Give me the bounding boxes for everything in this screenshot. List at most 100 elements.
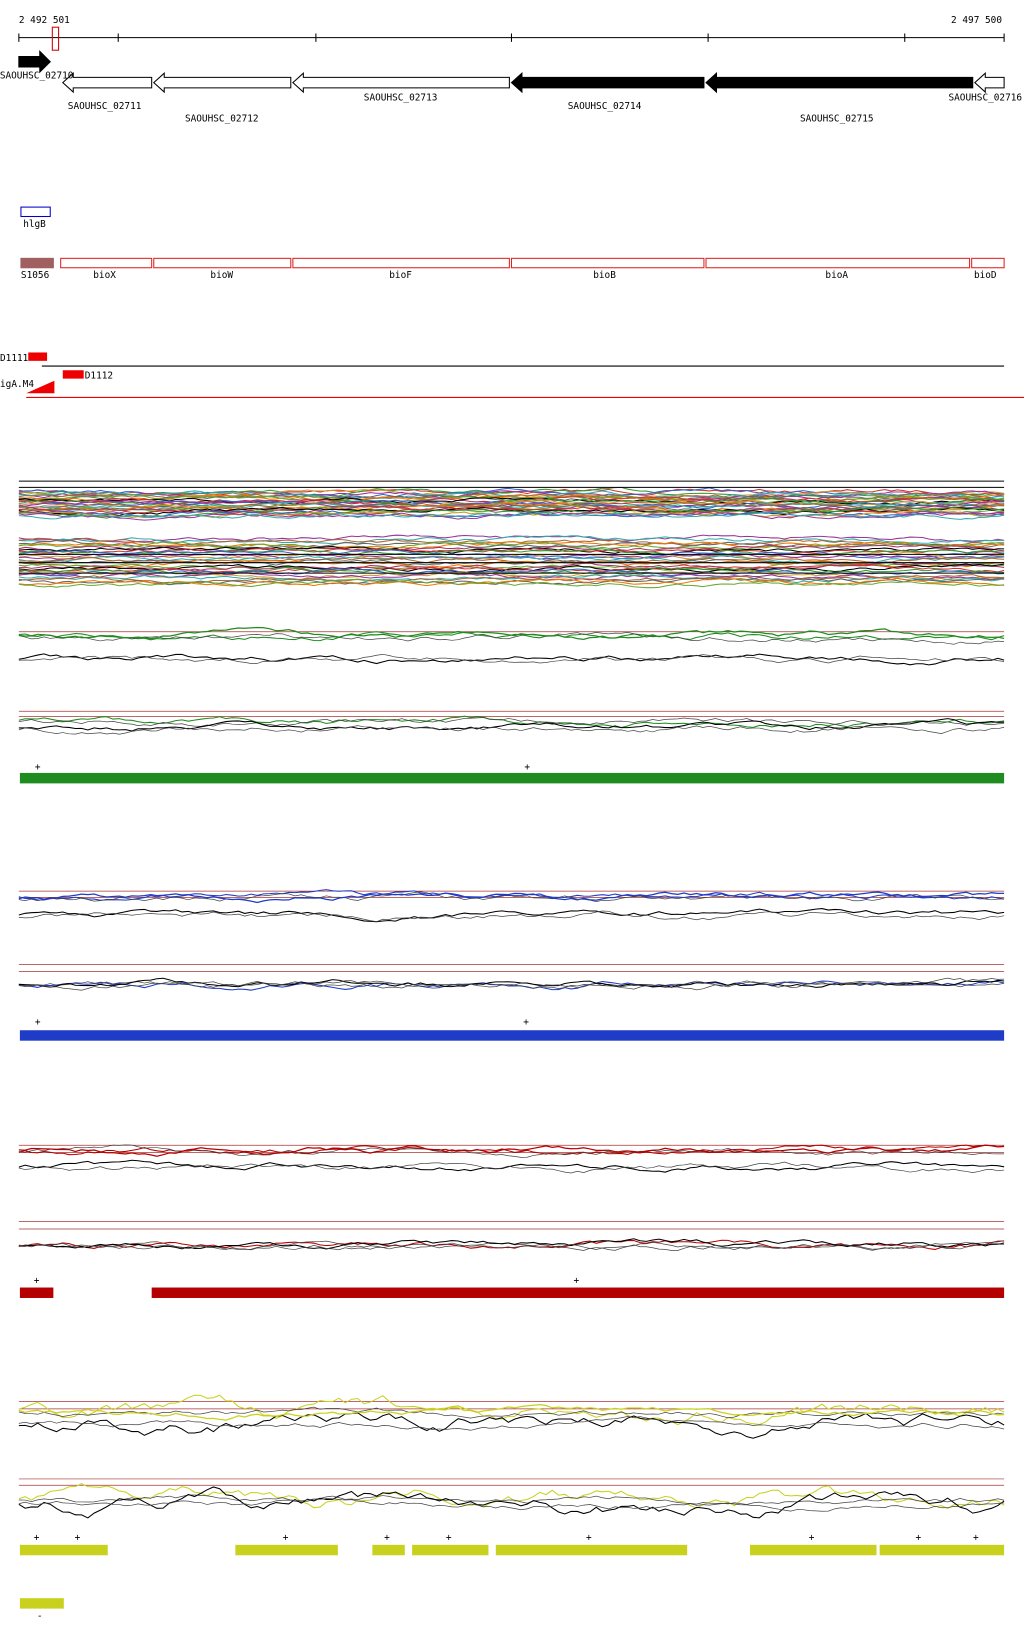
expression-line: [18, 505, 1005, 514]
expression-line: [18, 1483, 1005, 1510]
gene-arrows: [18, 49, 1005, 94]
regulator-label: D1111: [0, 353, 29, 364]
expression-line: [18, 541, 1005, 550]
expression-line: [18, 545, 1005, 556]
operon-label: bioW: [210, 270, 233, 281]
expression-line: [18, 1159, 1005, 1173]
segment-bar: [372, 1544, 405, 1556]
expression-line: [18, 910, 1005, 923]
gene-label: SAOUHSC_02711: [68, 101, 142, 112]
segment-bar: [19, 772, 1005, 784]
segment-bar: [19, 1287, 54, 1298]
operon-label: bioD: [974, 270, 997, 281]
expression-line: [18, 492, 1005, 503]
segment-bar: [19, 1030, 1005, 1041]
feature-box: [20, 206, 51, 218]
expression-line: [18, 1486, 1005, 1519]
expression-line: [18, 980, 1005, 991]
segment-bar: [749, 1544, 877, 1556]
expression-line: [18, 1394, 1005, 1426]
gene-label: SAOUHSC_02714: [568, 101, 642, 112]
strand-mark: +: [384, 1533, 390, 1544]
strand-mark: +: [524, 762, 530, 773]
regulator-label: igA.M4: [0, 379, 34, 390]
gene-label: SAOUHSC_02712: [185, 113, 259, 124]
regulator-box: [62, 370, 84, 379]
expression-line: [18, 1404, 1005, 1421]
ruler-end: 2 497 500: [951, 15, 1002, 26]
expression-line: [18, 715, 1005, 729]
segment-bar: [235, 1544, 338, 1556]
expression-line: [18, 544, 1005, 553]
segment-bar: [19, 1544, 108, 1556]
strand-mark: +: [283, 1533, 289, 1544]
strand-mark: +: [573, 1275, 579, 1286]
segment-bar: [495, 1544, 688, 1556]
strand-mark: -: [37, 1611, 43, 1622]
expression-line: [18, 653, 1005, 666]
operon-label: S1056: [21, 270, 50, 281]
expression-line: [18, 1161, 1005, 1174]
cursor: [51, 26, 60, 51]
ruler: [18, 33, 1005, 42]
expression-line: [18, 506, 1005, 519]
strand-mark: +: [809, 1533, 815, 1544]
gene-label: SAOUHSC_02716: [948, 92, 1022, 103]
expression-line: [18, 891, 1005, 902]
expression-line: [18, 497, 1005, 507]
strand-mark: +: [35, 762, 41, 773]
expression-line: [18, 553, 1005, 560]
gene-label: SAOUHSC_02715: [800, 113, 874, 124]
gene-label: SAOUHSC_02713: [364, 92, 438, 103]
operon-label: bioA: [825, 270, 848, 281]
segment-bar: [879, 1544, 1005, 1556]
operon-label: bioB: [593, 270, 616, 281]
ruler-start: 2 492 501: [19, 15, 70, 26]
expression-line: [18, 653, 1005, 664]
expression-line: [18, 539, 1005, 549]
expression-line: [18, 511, 1005, 520]
segment-bar: [19, 1598, 64, 1609]
expression-line: [18, 535, 1005, 545]
expression-line: [18, 908, 1005, 923]
expression-line: [18, 717, 1005, 727]
expression-line: [18, 490, 1005, 500]
expression-line: [18, 547, 1005, 556]
operon-boxes: [20, 257, 1005, 269]
expression-line: [18, 548, 1005, 557]
feature-label: hlgB: [23, 219, 46, 230]
strand-mark: +: [34, 1275, 40, 1286]
strand-mark: +: [586, 1533, 592, 1544]
expression-line: [18, 1412, 1005, 1439]
strand-mark: +: [75, 1533, 81, 1544]
expression-line: [18, 541, 1005, 549]
segment-bar: [151, 1287, 1005, 1298]
expression-line: [18, 564, 1005, 574]
expression-line: [18, 1498, 1005, 1512]
expression-lines: [18, 480, 1005, 1519]
expression-line: [18, 1144, 1005, 1157]
expression-line: [18, 977, 1005, 991]
expression-line: [18, 1240, 1005, 1251]
regulator-box: [28, 352, 48, 361]
strand-mark: +: [973, 1533, 979, 1544]
strand-mark: +: [916, 1533, 922, 1544]
expression-line: [18, 631, 1005, 645]
expression-line: [18, 1238, 1005, 1250]
gene-label: SAOUHSC_02710: [0, 70, 74, 81]
expression-line: [18, 725, 1005, 735]
segment-bars: + + + + + + + + + + + + + + +: [19, 762, 1005, 1609]
operon-label: bioX: [93, 270, 116, 281]
strand-mark: +: [523, 1017, 529, 1028]
expression-line: [18, 511, 1005, 521]
expression-line: [18, 1416, 1005, 1431]
strand-mark: +: [35, 1017, 41, 1028]
expression-line: [18, 578, 1005, 589]
expression-line: [18, 626, 1005, 641]
expression-line: [18, 977, 1005, 988]
expression-line: [18, 1494, 1005, 1505]
segment-bar: [412, 1544, 489, 1556]
regulator-label: D1112: [85, 371, 113, 382]
